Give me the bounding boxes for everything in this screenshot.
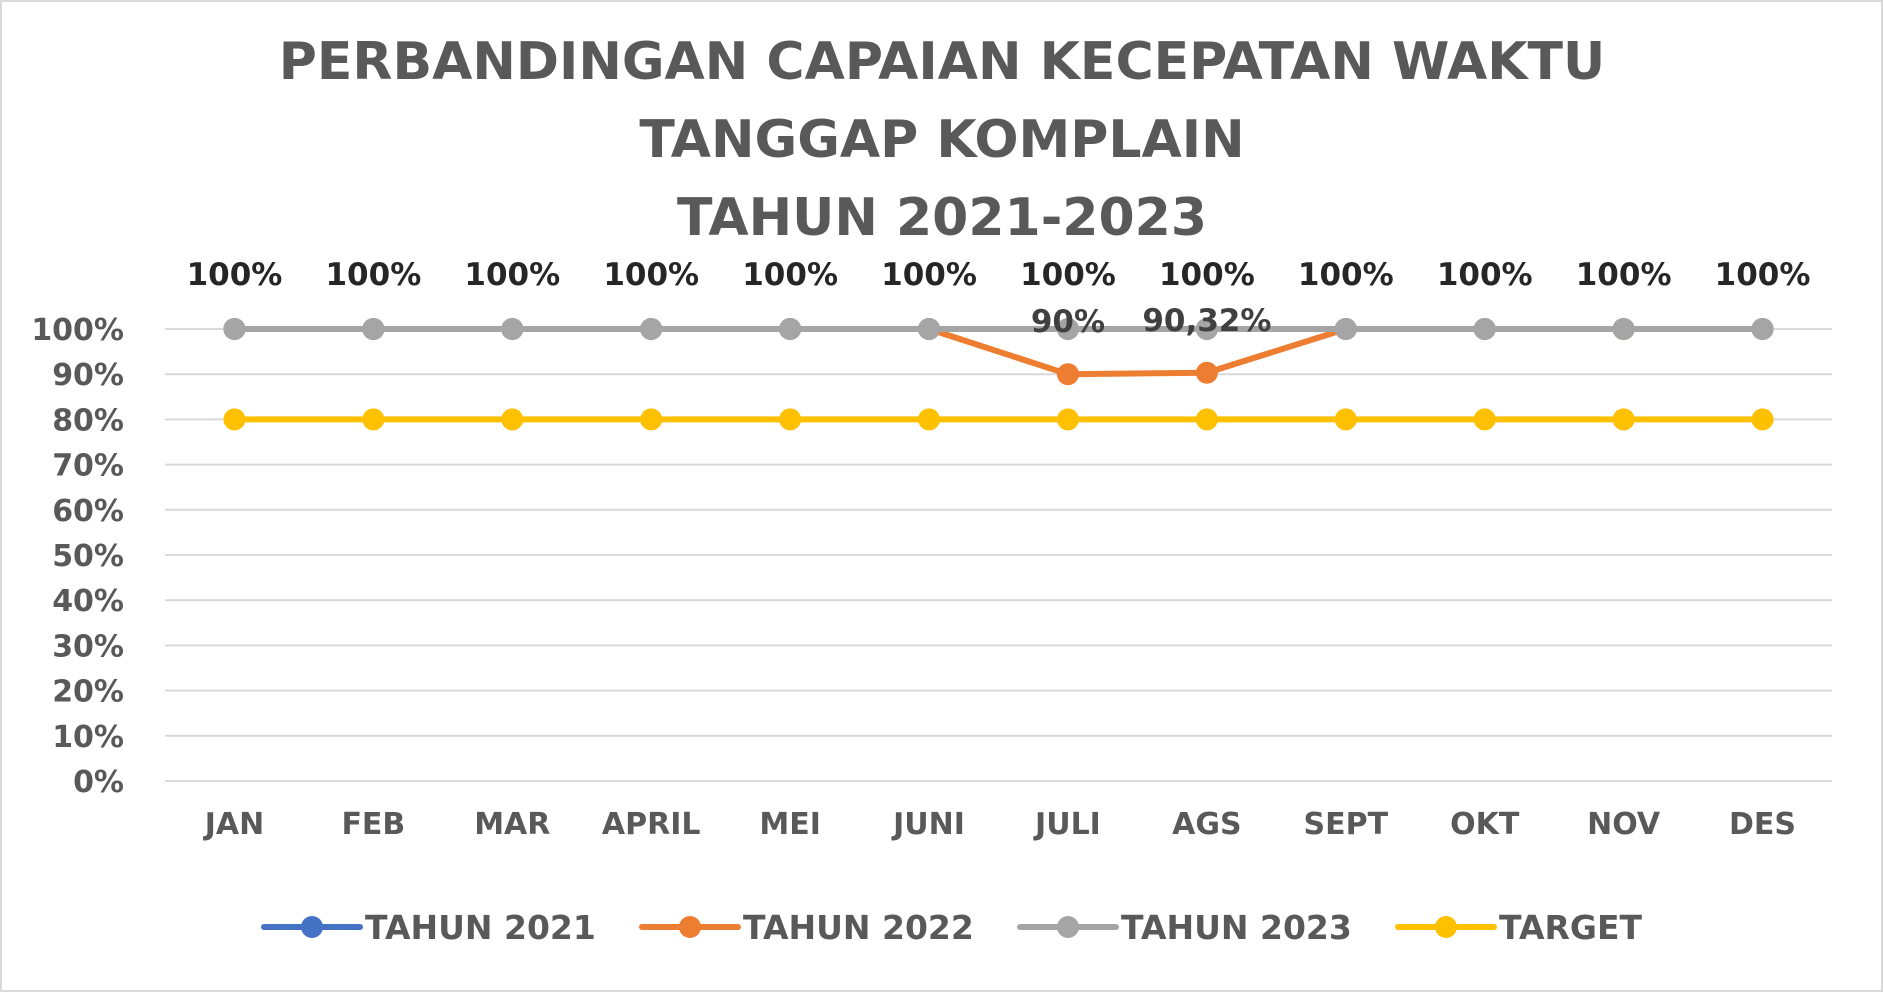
data-label: 100%	[1020, 257, 1116, 293]
legend-label: TAHUN 2021	[365, 908, 596, 947]
y-tick-label: 30%	[52, 629, 124, 664]
data-point	[223, 318, 246, 340]
x-axis: JAN FEB MAR APRIL MEI JUNI JULI AGS SEPT OKT NOV DE…	[203, 807, 1796, 842]
chart-title-line: PERBANDINGAN CAPAIAN KECEPATAN WAKTU	[279, 32, 1605, 92]
y-tick-label: 10%	[52, 720, 124, 755]
data-point	[1056, 363, 1079, 386]
data-label: 100%	[881, 257, 977, 293]
x-tick-label: JUNI	[891, 807, 965, 842]
data-point	[640, 408, 663, 431]
data-point	[1195, 408, 1218, 431]
data-label: 100%	[464, 257, 560, 293]
data-label: 100%	[742, 257, 838, 293]
x-tick-label: MAR	[474, 807, 550, 842]
series-tahun-2023	[223, 318, 1774, 340]
legend-marker	[679, 916, 701, 938]
y-tick-label: 0%	[73, 765, 124, 800]
x-tick-label: FEB	[341, 807, 405, 842]
x-tick-label: DES	[1729, 807, 1796, 842]
y-tick-label: 100%	[31, 313, 124, 348]
legend-marker	[1057, 916, 1079, 938]
data-point	[501, 408, 524, 431]
data-labels: 90% 90,32% 100% 100% 100% 100% 100% 100% 100% 100…	[187, 257, 1811, 340]
series-target	[223, 408, 1774, 431]
data-point	[1751, 408, 1774, 431]
data-point	[501, 318, 524, 340]
data-point	[362, 408, 385, 431]
data-point	[1473, 408, 1496, 431]
data-point	[1056, 318, 1079, 340]
data-label: 100%	[325, 257, 421, 293]
data-label: 100%	[1437, 257, 1533, 293]
legend-label: TARGET	[1499, 908, 1643, 947]
data-point	[362, 318, 385, 340]
y-tick-label: 20%	[52, 675, 124, 710]
y-tick-label: 70%	[52, 449, 124, 484]
legend-label: TAHUN 2022	[743, 908, 974, 947]
data-point	[223, 408, 246, 431]
data-point	[1334, 318, 1357, 340]
data-point	[918, 408, 941, 431]
data-point	[918, 318, 941, 340]
y-tick-label: 50%	[52, 539, 124, 574]
data-label: 100%	[1298, 257, 1394, 293]
data-point	[1473, 318, 1496, 340]
data-point	[779, 408, 802, 431]
x-tick-label: AGS	[1172, 807, 1241, 842]
data-label: 100%	[1715, 257, 1811, 293]
data-label: 90,32%	[1142, 303, 1271, 339]
data-point	[1612, 318, 1635, 340]
data-point	[1056, 408, 1079, 431]
data-point	[1195, 361, 1218, 384]
chart-title: PERBANDINGAN CAPAIAN KECEPATAN WAKTU TANG…	[279, 32, 1605, 248]
legend-item: TAHUN 2021	[261, 908, 596, 947]
x-tick-label: MEI	[759, 807, 821, 842]
data-label: 100%	[1576, 257, 1672, 293]
legend-marker	[301, 916, 323, 938]
data-point	[779, 318, 802, 340]
chart-title-line: TANGGAP KOMPLAIN	[639, 110, 1244, 170]
legend-label: TAHUN 2023	[1121, 908, 1352, 947]
chart-title-line: TAHUN 2021-2023	[677, 188, 1207, 248]
data-label: 100%	[1159, 257, 1255, 293]
y-tick-label: 90%	[52, 358, 124, 393]
data-label: 100%	[603, 257, 699, 293]
y-axis: 0% 10% 20% 30% 40% 50% 60% 70% 80% 90% 100%	[31, 313, 124, 800]
x-tick-label: JAN	[203, 807, 265, 842]
y-tick-label: 60%	[52, 494, 124, 529]
data-point	[1195, 318, 1218, 340]
data-label: 90%	[1031, 304, 1105, 340]
data-point	[1751, 318, 1774, 340]
x-tick-label: APRIL	[602, 807, 701, 842]
series-line	[231, 326, 1766, 378]
legend-marker	[1435, 916, 1457, 938]
y-tick-label: 40%	[52, 584, 124, 619]
legend-item: TAHUN 2022	[639, 908, 974, 947]
legend: TAHUN 2021 TAHUN 2022 TAHUN 2023 TARGET	[261, 908, 1643, 947]
y-tick-label: 80%	[52, 403, 124, 438]
legend-item: TARGET	[1395, 908, 1643, 947]
x-tick-label: JULI	[1033, 807, 1101, 842]
data-point	[640, 318, 663, 340]
x-tick-label: NOV	[1587, 807, 1661, 842]
data-point	[1334, 408, 1357, 431]
legend-item: TAHUN 2023	[1017, 908, 1352, 947]
x-tick-label: OKT	[1450, 807, 1520, 842]
data-point	[1612, 408, 1635, 431]
gridlines	[165, 328, 1832, 782]
x-tick-label: SEPT	[1304, 807, 1389, 842]
data-label: 100%	[187, 257, 283, 293]
